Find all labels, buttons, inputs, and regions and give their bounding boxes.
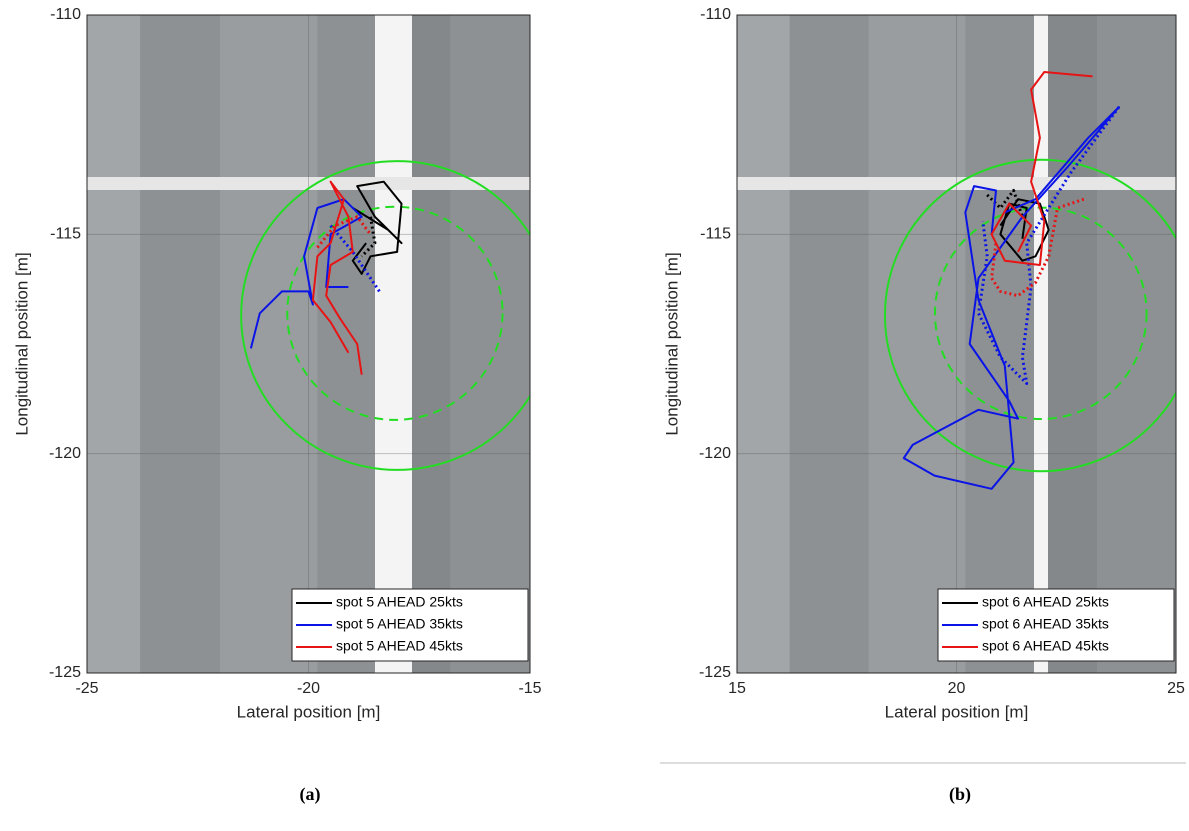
legend-label: spot 5 AHEAD 25kts bbox=[336, 594, 463, 610]
trajectory-dotted bbox=[316, 215, 372, 249]
y-tick-label: -125 bbox=[49, 664, 81, 681]
plot-area bbox=[87, 15, 530, 673]
target-circle bbox=[883, 158, 1176, 473]
x-tick-label: 15 bbox=[728, 680, 746, 697]
deck-band bbox=[87, 15, 141, 673]
legend: spot 6 AHEAD 25kts spot 6 AHEAD 35kts spot… bbox=[937, 588, 1175, 662]
y-tick-label: -115 bbox=[700, 226, 731, 243]
x-tick-label: -15 bbox=[518, 680, 541, 697]
y-tick-label: -110 bbox=[50, 6, 81, 23]
plot-area bbox=[737, 15, 1176, 673]
y-axis-label: Longitudinal position [m] bbox=[662, 252, 681, 435]
x-tick-label: -20 bbox=[297, 680, 320, 697]
axes-frame bbox=[736, 14, 1177, 674]
trajectory bbox=[351, 180, 403, 275]
deck-stripe bbox=[87, 177, 530, 190]
x-axis-label: Lateral position [m] bbox=[885, 702, 1029, 721]
target-circle bbox=[240, 160, 530, 471]
trajectory-dotted bbox=[329, 224, 381, 293]
caption: (b) bbox=[949, 784, 971, 805]
deck-band bbox=[219, 15, 318, 673]
x-tick-label: 20 bbox=[948, 680, 966, 697]
y-tick-label: -110 bbox=[700, 6, 731, 23]
target-circle bbox=[286, 205, 504, 421]
y-tick-label: -115 bbox=[50, 226, 81, 243]
x-tick-label: -25 bbox=[75, 680, 98, 697]
y-tick-label: -120 bbox=[49, 445, 81, 462]
x-axis-label: Lateral position [m] bbox=[237, 702, 381, 721]
legend-label: spot 6 AHEAD 25kts bbox=[982, 594, 1109, 610]
deck-stripe bbox=[375, 15, 412, 673]
y-tick-label: -125 bbox=[699, 664, 731, 681]
deck-band bbox=[737, 15, 790, 673]
trajectory-dotted bbox=[977, 106, 1121, 385]
legend: spot 5 AHEAD 25kts spot 5 AHEAD 35kts spot… bbox=[291, 588, 529, 662]
legend-label: spot 6 AHEAD 45kts bbox=[982, 638, 1109, 654]
legend-label: spot 5 AHEAD 45kts bbox=[336, 638, 463, 654]
trajectory bbox=[902, 106, 1120, 490]
x-tick-label: 25 bbox=[1167, 680, 1185, 697]
caption: (a) bbox=[300, 784, 321, 805]
deck-band bbox=[868, 15, 966, 673]
y-axis-label: Longitudinal position [m] bbox=[12, 252, 31, 435]
axes-frame bbox=[86, 14, 531, 674]
trajectory-dotted bbox=[360, 216, 377, 258]
legend-label: spot 5 AHEAD 35kts bbox=[336, 616, 463, 632]
y-tick-label: -120 bbox=[699, 445, 731, 462]
trajectory-dotted bbox=[990, 197, 1085, 298]
legend-label: spot 6 AHEAD 35kts bbox=[982, 616, 1109, 632]
trajectory bbox=[990, 71, 1093, 266]
trajectory bbox=[311, 180, 363, 375]
